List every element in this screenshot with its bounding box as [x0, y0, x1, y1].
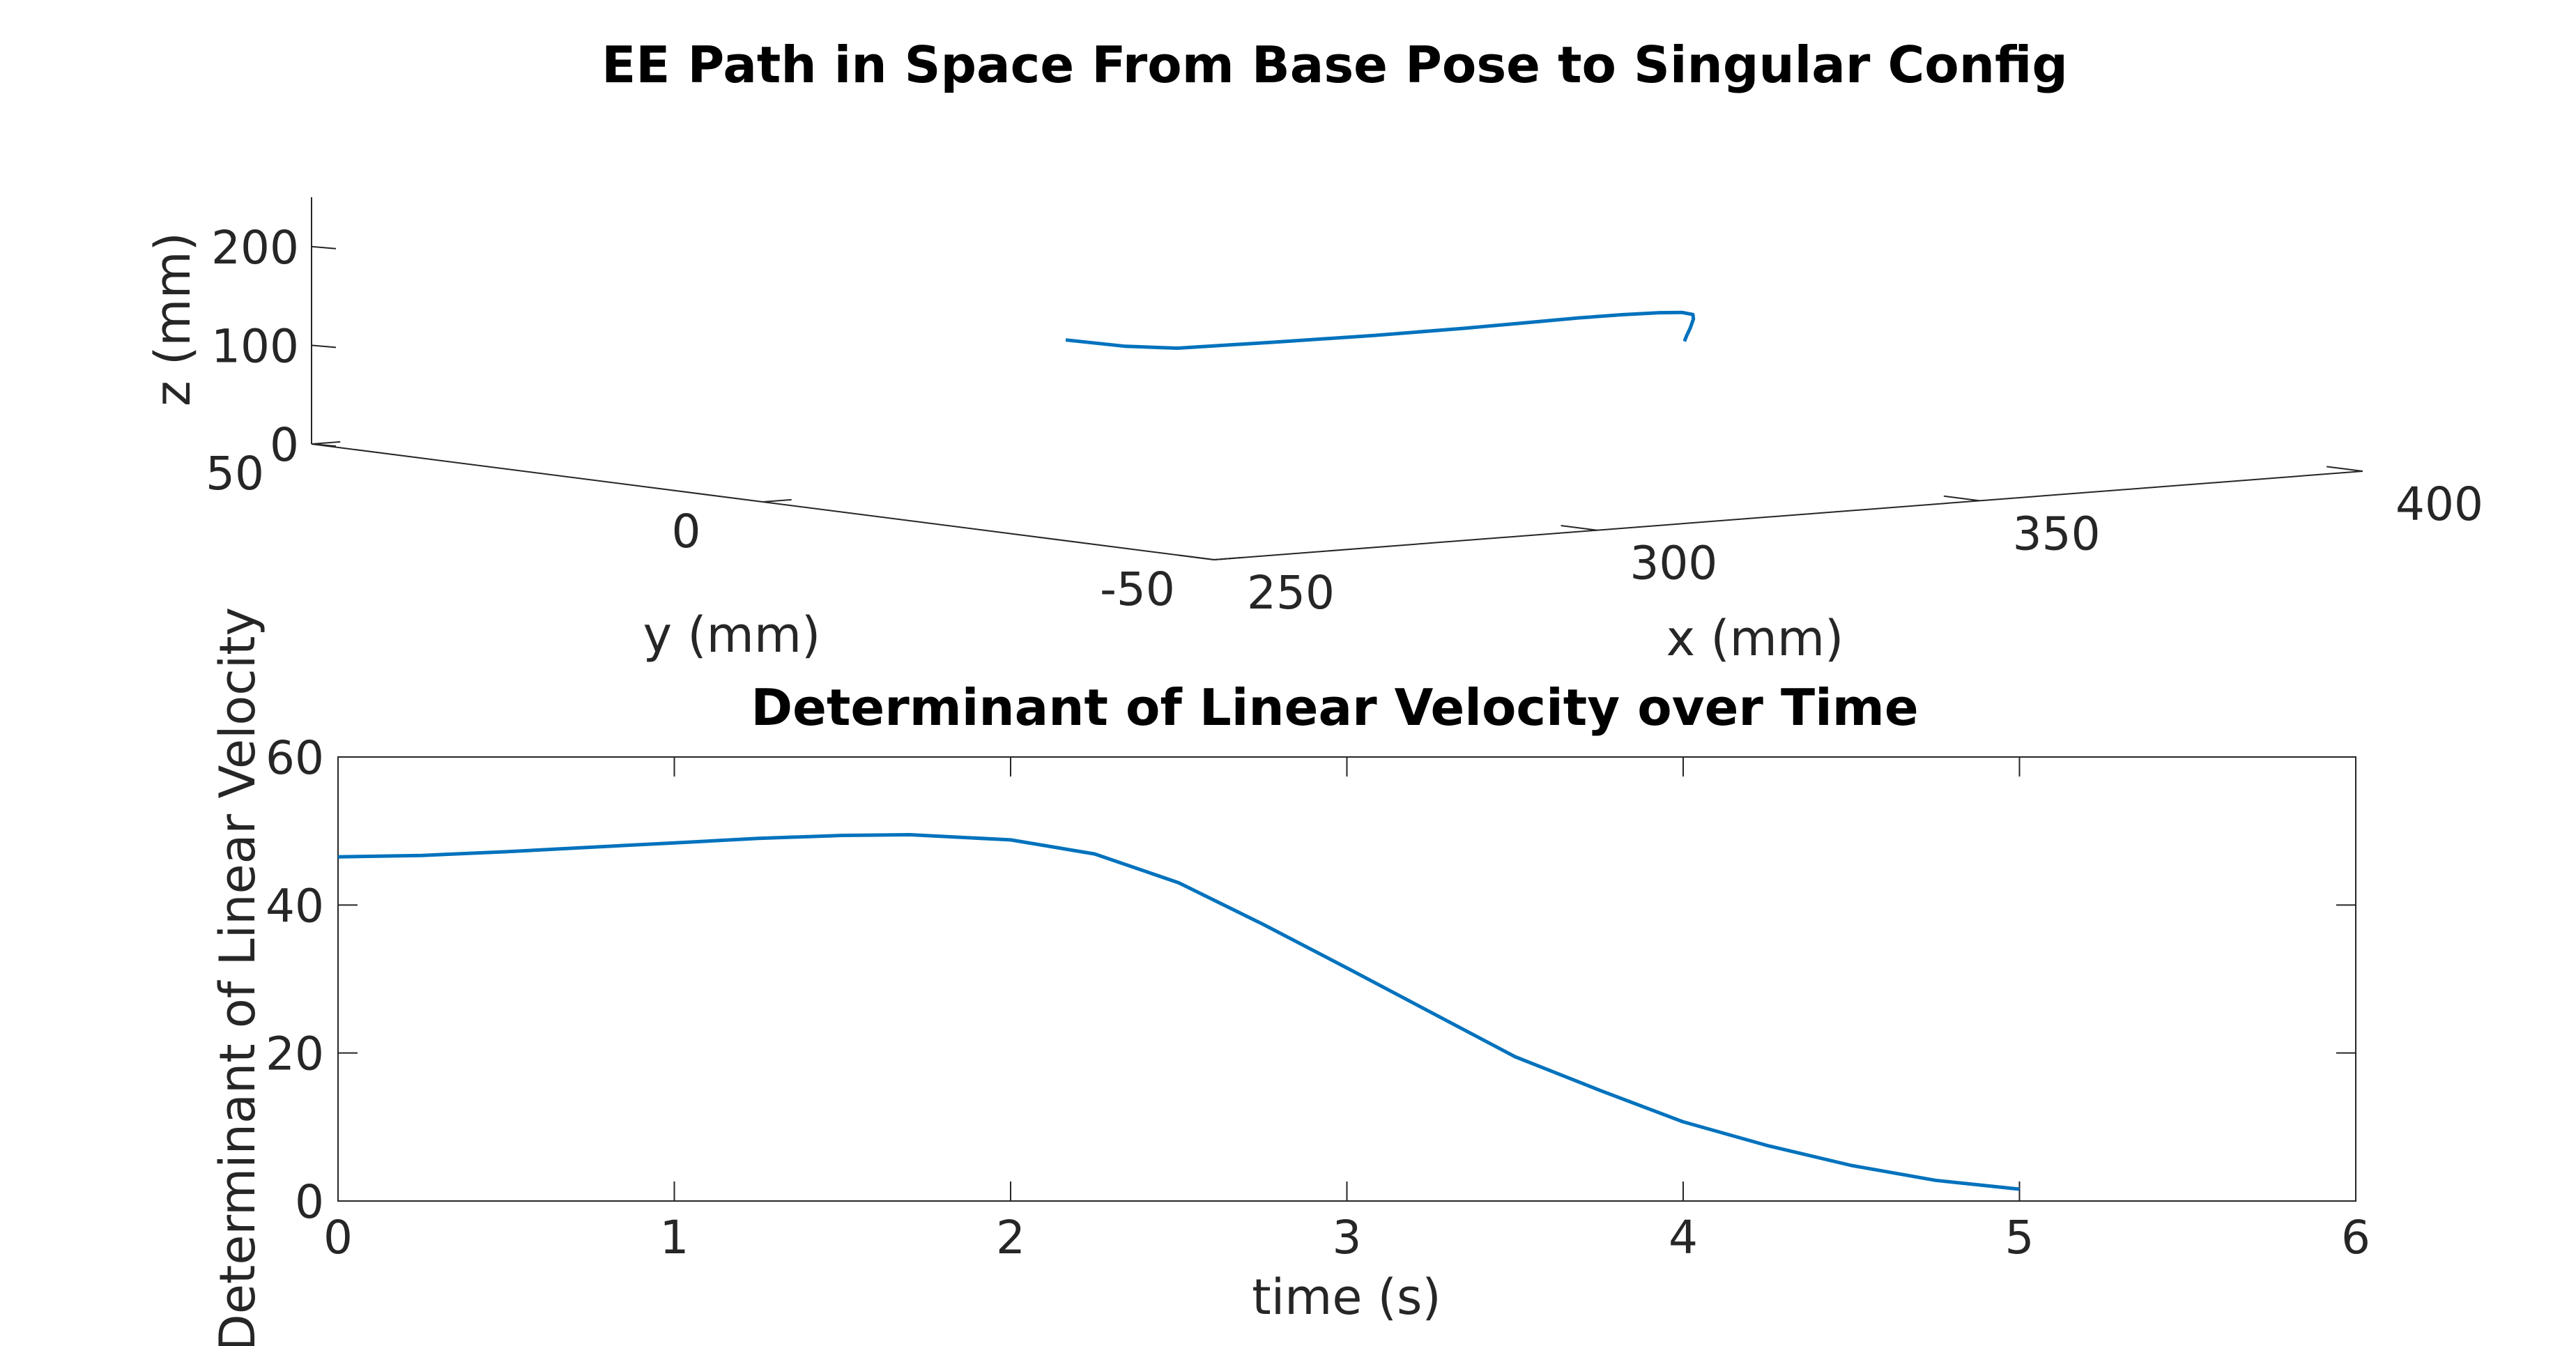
x-tick-3d — [1561, 525, 1597, 531]
determinant-plot: Determinant of Linear Velocity over Time… — [209, 607, 2370, 1346]
y-tick-label-2d: 20 — [266, 1027, 324, 1081]
series-group-2d — [337, 833, 2020, 1191]
x-tick-label-2d: 1 — [660, 1211, 689, 1264]
x-tick-label-3d: 350 — [2013, 507, 2101, 560]
x-tick-label-2d: 2 — [996, 1211, 1025, 1264]
x-tick-label-3d: 400 — [2395, 477, 2483, 531]
x-tick-label-2d: 3 — [1333, 1211, 1362, 1264]
ee-path-series-line — [1065, 310, 1696, 350]
determinant-series-line — [337, 833, 2020, 1191]
chart-title-2d: Determinant of Linear Velocity over Time — [751, 678, 1918, 737]
z-tick-3d — [311, 245, 337, 250]
y-tick-label-2d: 40 — [266, 879, 324, 933]
x-tick-label-2d: 5 — [2005, 1211, 2034, 1264]
x-tick-3d — [1178, 554, 1215, 560]
x-axis-line-3d — [1213, 471, 2363, 560]
ticks-2d — [337, 756, 2356, 1202]
z-tick-3d — [311, 443, 337, 447]
x-tick-3d — [1943, 495, 1980, 502]
x-tick-3d — [2326, 466, 2363, 472]
z-axis-label-3d: z (mm) — [144, 232, 201, 406]
y-tick-label-3d: 0 — [672, 505, 701, 558]
x-axis-label-3d: x (mm) — [1666, 610, 1844, 667]
y-tick-label-2d: 0 — [295, 1175, 324, 1229]
x-tick-label-2d: 6 — [2341, 1211, 2370, 1264]
x-axis-label-2d: time (s) — [1252, 1269, 1441, 1326]
y-axis-label-3d: y (mm) — [643, 606, 821, 664]
axes-3d — [311, 197, 2363, 560]
x-tick-label-3d: 300 — [1630, 537, 1717, 590]
z-tick-label-3d: 0 — [270, 418, 299, 472]
series-group-3d — [1065, 310, 1696, 350]
axes-box-2d — [337, 756, 2356, 1202]
y-tick-label-3d: -50 — [1100, 563, 1175, 616]
x-tick-label-2d: 4 — [1669, 1211, 1698, 1264]
z-tick-label-3d: 200 — [211, 221, 299, 275]
y-tick-3d — [762, 498, 792, 503]
x-tick-label-3d: 250 — [1247, 566, 1335, 620]
ticks-3d — [311, 245, 2363, 560]
y-tick-3d — [311, 441, 341, 445]
x-tick-label-2d: 0 — [323, 1211, 353, 1264]
y-tick-label-2d: 60 — [266, 731, 324, 785]
chart-title-3d: EE Path in Space From Base Pose to Singu… — [601, 36, 2068, 94]
z-tick-label-3d: 100 — [211, 319, 299, 373]
y-tick-3d — [1213, 556, 1243, 560]
y-tick-label-3d: 50 — [206, 447, 264, 500]
z-tick-3d — [311, 344, 337, 349]
ee-path-3d-plot: EE Path in Space From Base Pose to Singu… — [144, 36, 2483, 667]
y-axis-label-2d: Determinant of Linear Velocity — [209, 607, 266, 1346]
